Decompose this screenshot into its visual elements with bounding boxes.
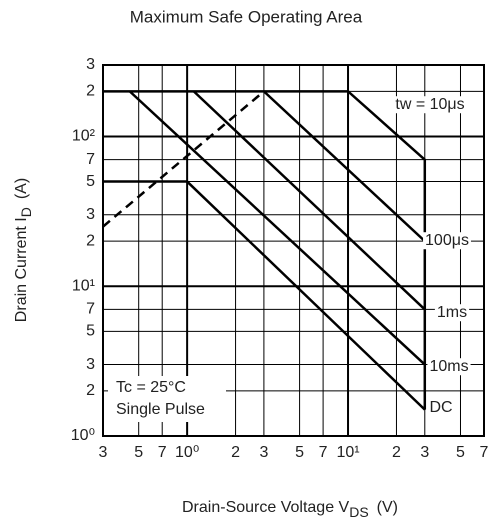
plot-frame — [102, 64, 485, 437]
label-bg — [423, 232, 471, 250]
label-bg — [427, 358, 471, 376]
soa-line — [192, 90, 426, 311]
chart-title: Maximum Safe Operating Area — [130, 7, 363, 26]
y-label-unit: (A) — [13, 178, 30, 199]
series-label: DC — [429, 399, 452, 416]
annotation: Single Pulse — [116, 401, 205, 418]
y-axis-label: Drain Current ID (A) — [13, 178, 33, 322]
x-tick-label: 3 — [420, 444, 429, 461]
x-tick-label: 5 — [456, 444, 465, 461]
y-label-sub: D — [18, 207, 34, 217]
y-tick-label: 10² — [72, 128, 96, 145]
soa-line — [128, 90, 426, 366]
x-tick-label: 7 — [480, 444, 489, 461]
series-label: tw = 10μs — [395, 96, 464, 113]
x-tick-label: 2 — [231, 444, 240, 461]
x-label-text: Drain-Source Voltage V — [182, 499, 350, 516]
y-tick-label: 2 — [86, 83, 95, 100]
y-tick-label: 7 — [86, 301, 95, 318]
y-tick-label: 3 — [86, 56, 95, 73]
x-label-sub: DS — [349, 504, 368, 520]
y-tick-label: 5 — [86, 323, 95, 340]
y-tick-label: 3 — [86, 206, 95, 223]
x-tick-label: 7 — [158, 444, 167, 461]
label-bg — [393, 96, 467, 114]
y-label-text: Drain Current I — [13, 217, 30, 322]
y-tick-label: 2 — [86, 382, 95, 399]
series-label: 10ms — [429, 358, 468, 375]
x-tick-label: 10¹ — [336, 444, 359, 461]
x-tick-label: 10⁰ — [175, 444, 199, 461]
annotation: Tc = 25°C — [116, 379, 186, 396]
series-label: 1ms — [437, 304, 467, 321]
soa-line — [103, 180, 426, 411]
soa-line — [263, 90, 426, 243]
limit-line — [102, 90, 265, 228]
y-tick-label: 7 — [86, 151, 95, 168]
annotation-bg — [108, 376, 226, 422]
y-tick-label: 10¹ — [72, 277, 95, 294]
y-tick-label: 10⁰ — [71, 427, 95, 444]
x-label-unit: (V) — [377, 499, 398, 516]
y-tick-label: 5 — [86, 173, 95, 190]
y-tick-label: 3 — [86, 356, 95, 373]
x-tick-label: 5 — [134, 444, 143, 461]
x-tick-label: 7 — [319, 444, 328, 461]
y-tick-label: 2 — [86, 232, 95, 249]
x-tick-label: 5 — [295, 444, 304, 461]
x-axis-label: Drain-Source Voltage VDS (V) — [182, 499, 398, 519]
label-bg — [434, 304, 470, 322]
label-bg — [427, 399, 455, 417]
series-label: 100μs — [425, 232, 469, 249]
x-tick-label: 2 — [392, 444, 401, 461]
soa-line — [103, 90, 427, 410]
x-tick-label: 3 — [99, 444, 108, 461]
x-tick-label: 3 — [259, 444, 268, 461]
